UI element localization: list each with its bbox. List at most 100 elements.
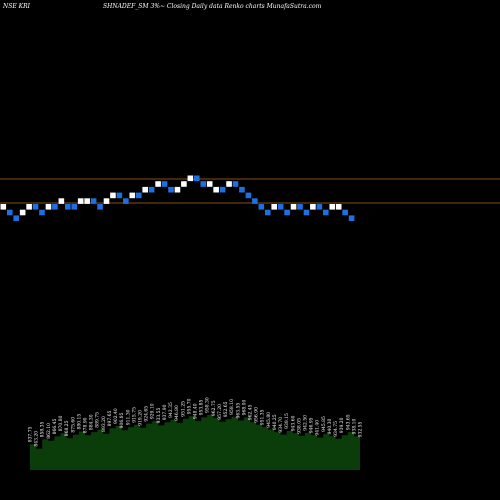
chart-description: SHNADEF_SM 3%~ Closing Daily data Renko … (103, 3, 322, 10)
renko-brick-up (329, 204, 336, 210)
renko-brick-up (103, 198, 110, 204)
volume-label: 915.75 (131, 407, 137, 423)
renko-brick-down (161, 181, 168, 187)
volume-label: 956.90 (254, 407, 260, 423)
renko-brick-down (39, 209, 45, 216)
renko-brick-up (84, 198, 90, 204)
volume-label: 938.10 (351, 419, 357, 435)
renko-brick-down (13, 215, 19, 221)
renko-brick-up (213, 186, 219, 193)
volume-label: 919.20 (138, 410, 144, 426)
volume-area-path (30, 415, 360, 470)
volume-label: 875.60 (70, 417, 76, 433)
renko-brick-up (26, 204, 32, 210)
renko-brick-down (232, 181, 239, 187)
volume-label: 862.10 (46, 423, 52, 439)
volume-label: 957.20 (217, 404, 223, 420)
volume-label: 937.90 (162, 404, 168, 420)
renko-brick-up (181, 181, 187, 187)
renko-brick-down (219, 186, 226, 193)
volume-label: 942.50 (303, 415, 309, 431)
volume-label: 933.55 (156, 408, 162, 424)
renko-brick-down (264, 209, 271, 216)
volume-label: 951.35 (260, 409, 266, 425)
renko-brick-down (239, 186, 245, 193)
volume-label: 870.80 (58, 415, 64, 431)
renko-brick-down (200, 181, 207, 187)
renko-brick-up (226, 181, 232, 187)
volume-label: 884.30 (89, 414, 95, 430)
renko-brick-down (297, 204, 303, 210)
renko-brick-down (245, 192, 252, 199)
renko-brick-down (65, 204, 71, 210)
volume-label: 945.80 (266, 412, 272, 428)
volume-label: 962.45 (248, 404, 254, 420)
volume-label: 837.75 (28, 426, 34, 442)
volume-label: 940.30 (327, 419, 333, 435)
renko-brick-up (110, 192, 116, 199)
renko-brick-down (303, 209, 310, 216)
volume-label: 889.75 (95, 412, 101, 428)
renko-brick-down (342, 209, 348, 216)
renko-brick-up (310, 204, 316, 210)
renko-brick-down (277, 204, 284, 210)
volume-label: 951.25 (180, 401, 186, 417)
volume-label: 911.30 (125, 409, 131, 425)
volume-label: 893.20 (101, 416, 107, 432)
renko-brick-down (97, 204, 103, 210)
volume-label: 946.95 (309, 417, 315, 433)
renko-brick-down (252, 198, 258, 204)
volume-label: 929.10 (150, 403, 156, 419)
renko-brick-up (271, 204, 277, 210)
renko-brick-down (6, 209, 13, 216)
renko-brick-down (123, 198, 129, 204)
renko-brick-up (290, 204, 297, 210)
volume-label: 955.70 (186, 398, 192, 414)
volume-label: 958.30 (205, 397, 211, 413)
renko-brick-up (335, 204, 342, 210)
volume-label: 866.45 (52, 419, 58, 435)
renko-bricks (0, 175, 355, 221)
volume-label: 948.40 (193, 403, 199, 419)
renko-brick-up (206, 181, 213, 187)
volume-area (30, 415, 360, 470)
renko-brick-up (142, 186, 148, 193)
volume-label: 939.20 (339, 417, 345, 433)
volume-label: 897.65 (107, 411, 113, 427)
exchange-label: NSE KRI (2, 3, 31, 10)
renko-brick-up (155, 181, 161, 187)
renko-brick-down (316, 204, 323, 210)
renko-brick-down (348, 215, 355, 221)
renko-brick-up (58, 198, 65, 204)
renko-brick-down (284, 209, 290, 216)
volume-label: 962.75 (211, 400, 217, 416)
renko-brick-up (129, 192, 136, 199)
volume-label: 953.85 (199, 400, 205, 416)
volume-label: 924.65 (144, 406, 150, 422)
volume-label: 906.85 (119, 412, 125, 428)
renko-brick-down (135, 192, 142, 199)
volume-label: 941.40 (315, 420, 321, 436)
renko-brick-down (90, 198, 97, 204)
volume-label: 880.15 (76, 414, 82, 430)
renko-brick-down (323, 209, 329, 216)
volume-label: 878.90 (83, 417, 89, 433)
volume-label: 958.10 (229, 399, 235, 415)
volume-label: 940.25 (272, 414, 278, 430)
renko-brick-down (52, 204, 58, 210)
volume-label: 946.80 (174, 405, 180, 421)
volume-label: 938.05 (296, 418, 302, 434)
volume-label: 939.15 (284, 413, 290, 429)
volume-label: 945.85 (321, 416, 327, 432)
volume-label: 942.35 (168, 402, 174, 418)
renko-brick-up (187, 175, 194, 182)
renko-brick-down (258, 204, 265, 210)
renko-brick-down (148, 186, 155, 193)
volume-label: 943.65 (345, 414, 351, 430)
renko-brick-down (168, 186, 174, 193)
volume-label: 963.55 (235, 403, 241, 419)
renko-brick-up (0, 204, 7, 210)
volume-label: 968.00 (241, 400, 247, 416)
